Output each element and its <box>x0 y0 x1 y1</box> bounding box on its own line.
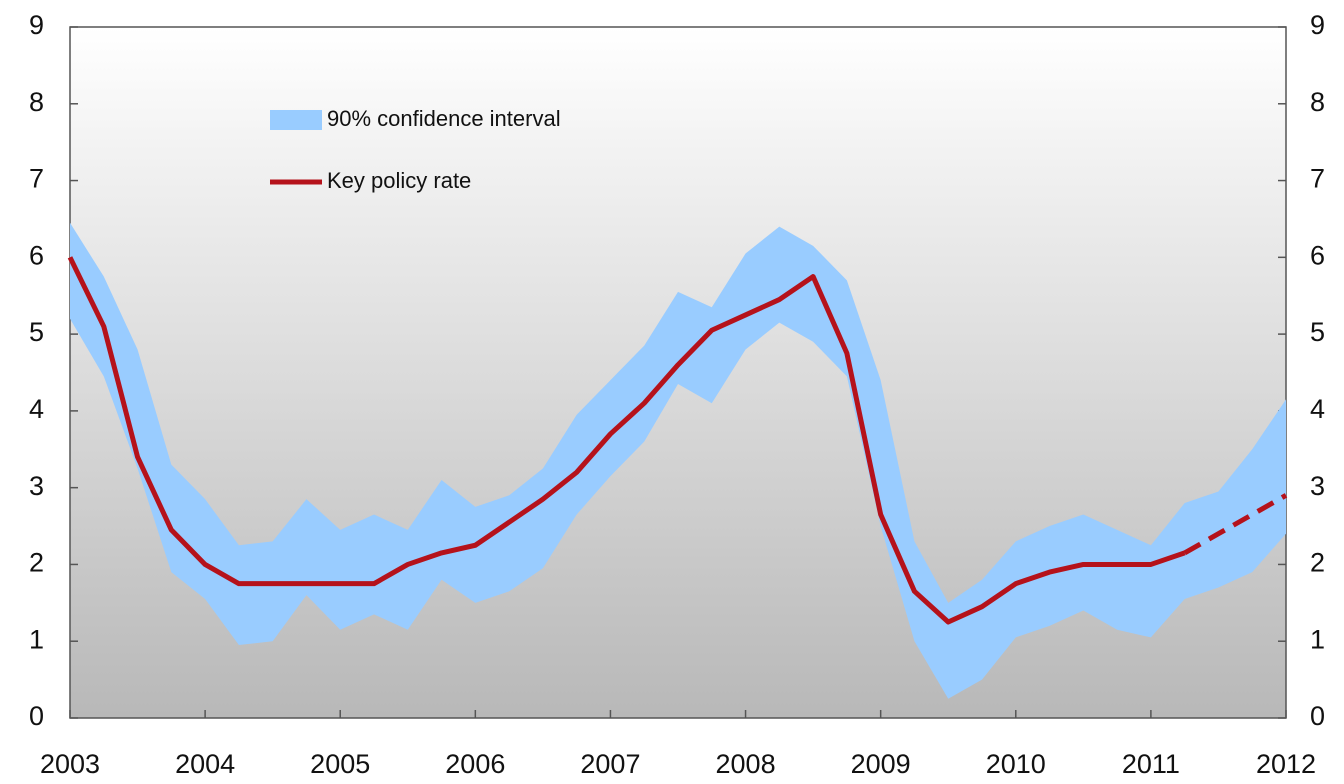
legend-label: 90% confidence interval <box>327 106 561 131</box>
x-tick-label: 2006 <box>445 749 505 779</box>
y-tick-label: 6 <box>29 240 44 270</box>
y-tick-label: 8 <box>29 87 44 117</box>
rate-line <box>67 256 1186 625</box>
y2-tick-label: 6 <box>1310 240 1325 270</box>
x-tick-label: 2012 <box>1256 749 1316 779</box>
y2-tick-label: 9 <box>1310 10 1325 40</box>
x-tick-label: 2003 <box>40 749 100 779</box>
x-tick-label: 2004 <box>175 749 235 779</box>
y2-tick-label: 5 <box>1310 317 1325 347</box>
y2-tick-label: 0 <box>1310 701 1325 731</box>
y-tick-label: 2 <box>29 548 44 578</box>
legend-label: Key policy rate <box>327 168 471 193</box>
y-tick-label: 5 <box>29 317 44 347</box>
y-tick-label: 4 <box>29 394 44 424</box>
y2-tick-label: 2 <box>1310 548 1325 578</box>
x-tick-label: 2005 <box>310 749 370 779</box>
y2-tick-label: 4 <box>1310 394 1325 424</box>
rate-line-projection <box>1183 493 1288 556</box>
y2-tick-label: 7 <box>1310 164 1325 194</box>
x-tick-label: 2011 <box>1122 749 1180 779</box>
x-tick-label: 2010 <box>986 749 1046 779</box>
y-tick-label: 1 <box>29 624 44 654</box>
legend-swatch <box>270 110 322 130</box>
y2-tick-label: 8 <box>1310 87 1325 117</box>
confidence-band <box>70 222 1286 699</box>
y-tick-label: 3 <box>29 471 44 501</box>
y-tick-label: 0 <box>29 701 44 731</box>
y2-tick-label: 3 <box>1310 471 1325 501</box>
x-tick-label: 2009 <box>851 749 911 779</box>
y-tick-label: 7 <box>29 164 44 194</box>
y-tick-label: 9 <box>29 10 44 40</box>
y2-tick-label: 1 <box>1310 624 1325 654</box>
x-tick-label: 2008 <box>716 749 776 779</box>
x-tick-label: 2007 <box>580 749 640 779</box>
